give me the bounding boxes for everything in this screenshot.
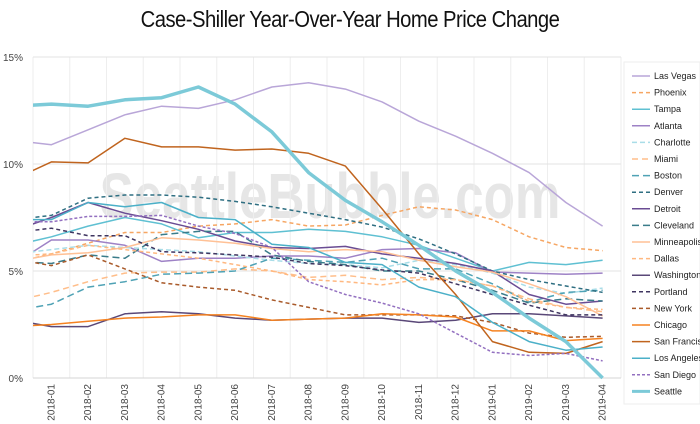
- legend-label: Los Angeles: [654, 353, 700, 363]
- x-tick-label: 2018-11: [414, 384, 425, 420]
- series-line-new-york: [33, 254, 603, 339]
- legend-label: Boston: [654, 171, 682, 181]
- legend-label: Phoenix: [654, 88, 687, 98]
- legend-label: Miami: [654, 154, 678, 164]
- legend-label: Dallas: [654, 254, 680, 264]
- series-line-detroit: [33, 201, 603, 305]
- series-line-atlanta: [33, 239, 603, 275]
- x-tick-label: 2018-04: [157, 384, 168, 421]
- legend-label: Denver: [654, 187, 683, 197]
- series-line-tampa: [33, 216, 603, 272]
- series-line-chicago: [33, 313, 603, 342]
- x-tick-label: 2018-08: [304, 384, 315, 421]
- series-line-las-vegas: [33, 81, 604, 227]
- series-line-minneapolis: [33, 237, 603, 317]
- chart-title: Case-Shiller Year-Over-Year Home Price C…: [140, 6, 560, 32]
- legend-label: Las Vegas: [654, 71, 697, 81]
- legend-label: Seattle: [654, 386, 682, 396]
- y-tick-label: 5%: [9, 267, 24, 278]
- legend-label: Washington: [654, 270, 700, 280]
- series-line-seattle: [33, 85, 604, 380]
- legend-box: [623, 61, 700, 405]
- legend-label: Chicago: [654, 320, 687, 330]
- x-tick-label: 2018-03: [120, 384, 131, 421]
- x-tick-label: 2018-05: [193, 384, 204, 421]
- legend-label: Minneapolis: [654, 237, 700, 247]
- x-tick-label: 2019-02: [524, 384, 535, 421]
- series-line-miami: [33, 268, 603, 313]
- series-line-boston: [33, 257, 603, 309]
- x-tick-label: 2018-01: [46, 384, 57, 421]
- legend-label: Atlanta: [654, 121, 682, 131]
- series-line-cleveland: [33, 230, 603, 304]
- x-tick-label: 2019-01: [487, 384, 498, 421]
- x-tick-label: 2018-09: [340, 384, 351, 421]
- legend-label: Charlotte: [654, 137, 691, 147]
- legend-label: Portland: [654, 287, 688, 297]
- x-tick-label: 2019-04: [598, 384, 609, 421]
- series-line-denver: [33, 194, 603, 294]
- x-tick-label: 2018-06: [230, 384, 241, 421]
- legend-label: San Francisco: [654, 337, 700, 347]
- y-tick-label: 15%: [3, 53, 23, 64]
- x-tick-label: 2018-07: [267, 384, 278, 421]
- x-tick-label: 2018-02: [83, 384, 94, 421]
- legend-label: New York: [654, 303, 693, 313]
- series-line-dallas: [33, 244, 603, 311]
- x-tick-label: 2018-12: [451, 384, 462, 421]
- legend-label: San Diego: [654, 370, 696, 380]
- series-line-san-diego: [33, 214, 603, 362]
- x-tick-label: 2019-03: [561, 384, 572, 421]
- series-line-los-angeles: [33, 201, 603, 351]
- x-tick-label: 2018-10: [377, 384, 388, 421]
- legend-label: Detroit: [654, 204, 681, 214]
- series-line-portland: [33, 227, 603, 316]
- series-line-san-francisco: [33, 137, 603, 355]
- y-tick-label: 0%: [9, 374, 24, 385]
- watermark: SeattleBubble.com: [100, 162, 561, 233]
- y-tick-label: 10%: [3, 160, 23, 171]
- series-line-charlotte: [33, 244, 603, 295]
- legend-label: Cleveland: [654, 220, 694, 230]
- legend-label: Tampa: [654, 104, 681, 114]
